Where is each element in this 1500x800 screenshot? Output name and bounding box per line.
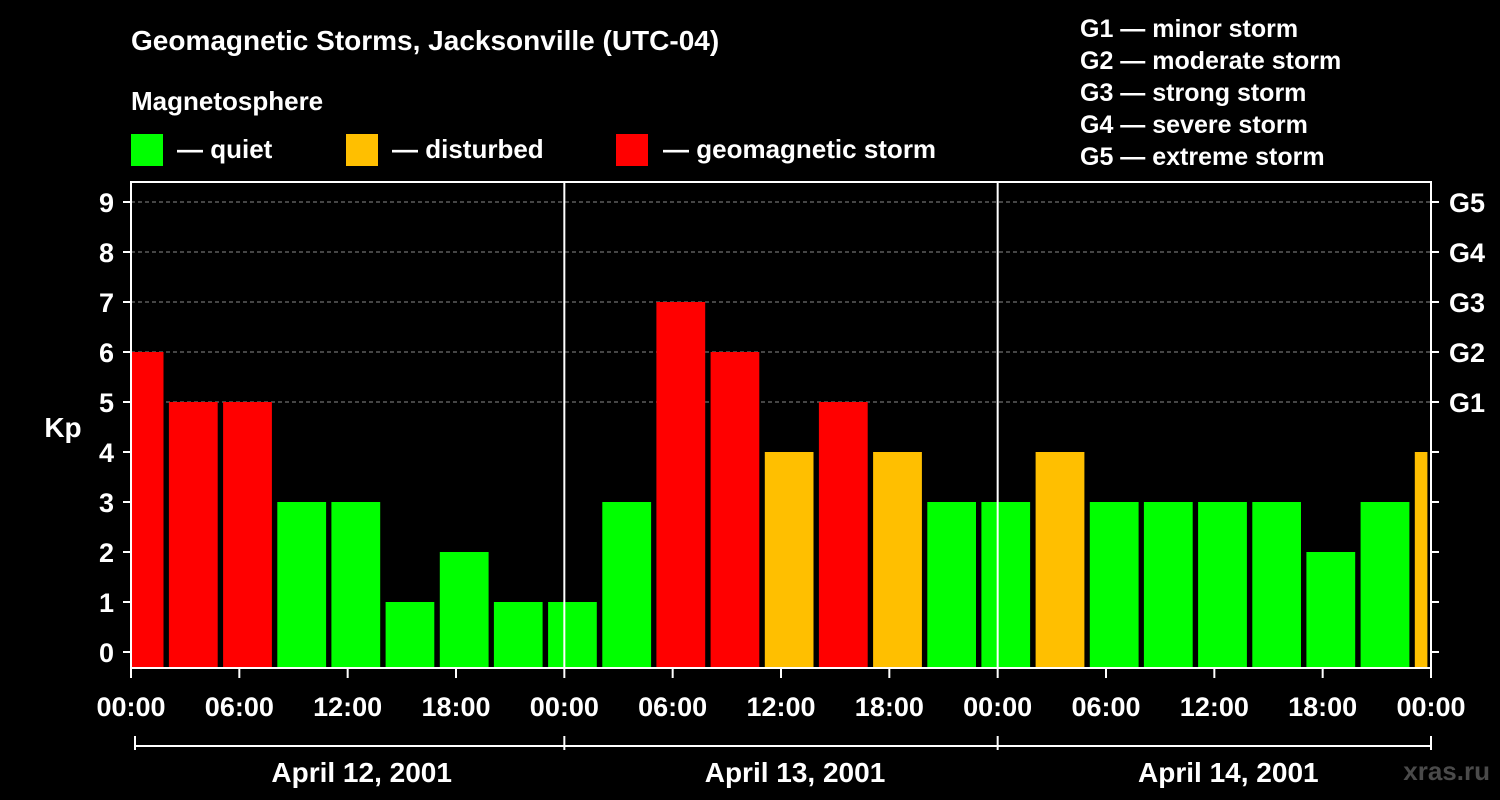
bar-3 — [277, 502, 327, 668]
x-tick-label-8: 00:00 — [963, 692, 1032, 722]
legend: — quiet — disturbed — geomagnetic storm — [131, 134, 936, 166]
y-tick-label-6: 6 — [99, 338, 114, 368]
bar-20 — [1198, 502, 1247, 668]
x-tick-label-6: 12:00 — [746, 692, 815, 722]
right-tick-label-G5: G5 — [1449, 188, 1485, 218]
right-tick-label-G1: G1 — [1449, 388, 1485, 418]
legend-swatch-storm — [616, 134, 648, 166]
y-tick-label-0: 0 — [99, 638, 114, 668]
y-tick-label-9: 9 — [99, 188, 114, 218]
y-axis-label: Kp — [44, 412, 81, 443]
right-tick-label-G4: G4 — [1449, 238, 1485, 268]
x-tick-label-3: 18:00 — [421, 692, 490, 722]
y-tick-label-5: 5 — [99, 388, 114, 418]
bar-4 — [331, 502, 381, 668]
axis-ticks: 0 1 2 3 4 5 6 7 8 9 G1 G2 G3 G4 G5 00:00 06:00 12:00 18:00… — [96, 188, 1485, 722]
bar-1 — [168, 402, 218, 668]
legend-label-disturbed: — disturbed — [392, 134, 544, 164]
bar-22 — [1306, 552, 1356, 668]
storm-scale: G1 — minor storm G2 — moderate storm G3 … — [1080, 15, 1341, 171]
storm-scale-g1: G1 — minor storm — [1080, 15, 1298, 43]
storm-scale-g2: G2 — moderate storm — [1080, 47, 1341, 75]
day-labels: April 12, 2001 April 13, 2001 April 14, 20… — [134, 736, 1432, 788]
y-tick-label-7: 7 — [99, 288, 114, 318]
bar-2 — [223, 402, 272, 668]
chart-title: Geomagnetic Storms, Jacksonville (UTC-04… — [131, 25, 719, 56]
bar-19 — [1143, 502, 1193, 668]
x-tick-label-10: 12:00 — [1180, 692, 1249, 722]
bar-16 — [981, 502, 1031, 668]
bar-24 — [1414, 452, 1428, 668]
right-tick-label-G3: G3 — [1449, 288, 1485, 318]
legend-swatch-quiet — [131, 134, 163, 166]
gridlines — [131, 201, 1431, 403]
bars — [131, 302, 1428, 668]
bar-17 — [1035, 452, 1085, 668]
x-tick-label-5: 06:00 — [638, 692, 707, 722]
bar-10 — [656, 302, 706, 668]
legend-swatch-disturbed — [346, 134, 378, 166]
legend-label-storm: — geomagnetic storm — [663, 134, 936, 164]
bar-23 — [1360, 502, 1410, 668]
x-tick-label-7: 18:00 — [855, 692, 924, 722]
y-tick-label-2: 2 — [99, 538, 114, 568]
y-tick-label-1: 1 — [99, 588, 114, 618]
x-tick-label-12: 00:00 — [1396, 692, 1465, 722]
watermark: xras.ru — [1403, 756, 1490, 786]
legend-label-quiet: — quiet — [177, 134, 273, 164]
bar-8 — [548, 602, 597, 668]
bar-9 — [602, 502, 652, 668]
x-tick-label-0: 00:00 — [96, 692, 165, 722]
storm-scale-g5: G5 — extreme storm — [1080, 143, 1325, 171]
bar-18 — [1089, 502, 1139, 668]
storm-scale-g3: G3 — strong storm — [1080, 79, 1306, 107]
bar-12 — [764, 452, 814, 668]
bar-7 — [493, 602, 543, 668]
y-tick-label-3: 3 — [99, 488, 114, 518]
right-tick-label-G2: G2 — [1449, 338, 1485, 368]
day-label-1: April 13, 2001 — [705, 757, 886, 788]
y-tick-label-4: 4 — [99, 438, 114, 468]
legend-heading: Magnetosphere — [131, 86, 323, 116]
day-label-2: April 14, 2001 — [1138, 757, 1319, 788]
x-tick-label-2: 12:00 — [313, 692, 382, 722]
x-tick-label-9: 06:00 — [1071, 692, 1140, 722]
bar-6 — [439, 552, 489, 668]
x-tick-label-1: 06:00 — [205, 692, 274, 722]
bar-21 — [1252, 502, 1301, 668]
storm-scale-g4: G4 — severe storm — [1080, 111, 1308, 139]
y-tick-label-8: 8 — [99, 238, 114, 268]
bar-5 — [385, 602, 435, 668]
x-tick-label-4: 00:00 — [530, 692, 599, 722]
x-tick-label-11: 18:00 — [1288, 692, 1357, 722]
bar-15 — [927, 502, 976, 668]
day-label-0: April 12, 2001 — [271, 757, 452, 788]
bar-0 — [131, 352, 164, 668]
bar-13 — [818, 402, 868, 668]
bar-14 — [873, 452, 922, 668]
bar-11 — [710, 352, 760, 668]
